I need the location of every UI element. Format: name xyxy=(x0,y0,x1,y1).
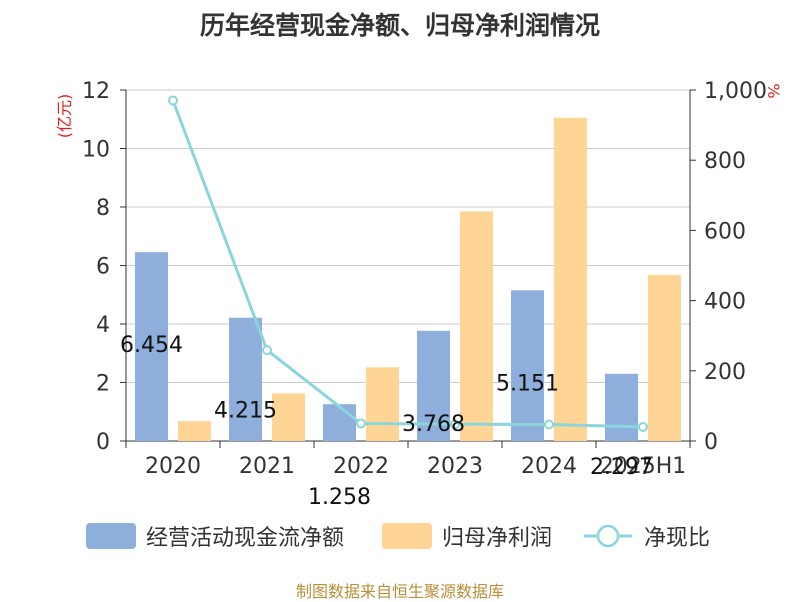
legend-item-cash-ratio[interactable]: 净现比 xyxy=(582,516,710,556)
y-right-axis-label: % xyxy=(764,83,783,98)
legend-label-cash-ratio: 净现比 xyxy=(644,526,711,551)
point-cash-ratio xyxy=(450,419,460,430)
bar-net-profit xyxy=(460,211,493,441)
point-cash-ratio xyxy=(356,418,366,429)
bar-net-profit xyxy=(648,274,681,441)
source-note: 制图数据来自恒生聚源数据库 xyxy=(295,582,504,601)
x-tick-label: 2023 xyxy=(427,454,483,479)
y-right-tick-label: 800 xyxy=(704,149,746,174)
x-tick-label: 2024 xyxy=(521,454,577,479)
bar-cashflow xyxy=(229,317,262,441)
data-label-cashflow: 5.151 xyxy=(496,371,559,396)
bar-net-profit xyxy=(554,117,587,441)
legend-swatch-net-profit xyxy=(382,523,432,549)
y-right-tick-label: 200 xyxy=(704,360,746,385)
x-tick-label: 2021 xyxy=(239,454,295,479)
bar-cashflow xyxy=(323,404,356,441)
point-cash-ratio xyxy=(168,95,178,106)
point-cash-ratio xyxy=(544,419,554,430)
legend-item-net-profit[interactable]: 归母净利润 xyxy=(382,516,552,556)
bar-cashflow xyxy=(135,252,168,441)
line-cash-ratio xyxy=(171,100,644,429)
y-left-tick-label: 10 xyxy=(82,138,110,163)
data-label-cashflow: 6.454 xyxy=(120,333,183,358)
legend-swatch-cash-ratio xyxy=(584,524,632,548)
bar-cashflow xyxy=(605,373,638,441)
chart-title: 历年经营现金净额、归母净利润情况 xyxy=(199,11,600,40)
x-tick-label: 2020 xyxy=(145,454,201,479)
y-right-tick-label: 1,000 xyxy=(704,79,767,104)
y-left-axis-label: (亿元) xyxy=(55,94,74,139)
legend-swatch-cashflow xyxy=(86,523,136,549)
bar-net-profit xyxy=(178,421,211,441)
y-left-tick-label: 6 xyxy=(96,255,110,280)
y-left-tick-label: 8 xyxy=(96,196,110,221)
point-cash-ratio xyxy=(262,345,272,356)
y-right-tick-label: 400 xyxy=(704,290,746,315)
y-left-tick-label: 4 xyxy=(96,313,110,338)
y-right-tick-label: 600 xyxy=(704,219,746,244)
legend-label-net-profit: 归母净利润 xyxy=(442,526,553,551)
bar-net-profit xyxy=(272,393,305,441)
data-label-cashflow: 1.258 xyxy=(308,485,371,510)
y-right-tick-label: 0 xyxy=(704,430,718,455)
legend: 经营活动现金流净额 归母净利润 净现比 xyxy=(0,516,800,556)
point-cash-ratio xyxy=(638,421,648,432)
y-left-tick-label: 2 xyxy=(96,372,110,397)
y-left-tick-label: 12 xyxy=(82,79,110,104)
y-left-tick-label: 0 xyxy=(96,430,110,455)
x-tick-label: 2025H1 xyxy=(600,454,687,479)
data-label-cashflow: 2.297 xyxy=(590,455,653,480)
legend-label-cashflow: 经营活动现金流净额 xyxy=(146,526,345,551)
bar-net-profit xyxy=(366,367,399,441)
bar-cashflow xyxy=(511,290,544,441)
data-label-cashflow: 4.215 xyxy=(214,399,277,424)
x-tick-label: 2022 xyxy=(333,454,389,479)
legend-item-cashflow[interactable]: 经营活动现金流净额 xyxy=(86,516,344,556)
data-label-cashflow: 3.768 xyxy=(402,412,465,437)
